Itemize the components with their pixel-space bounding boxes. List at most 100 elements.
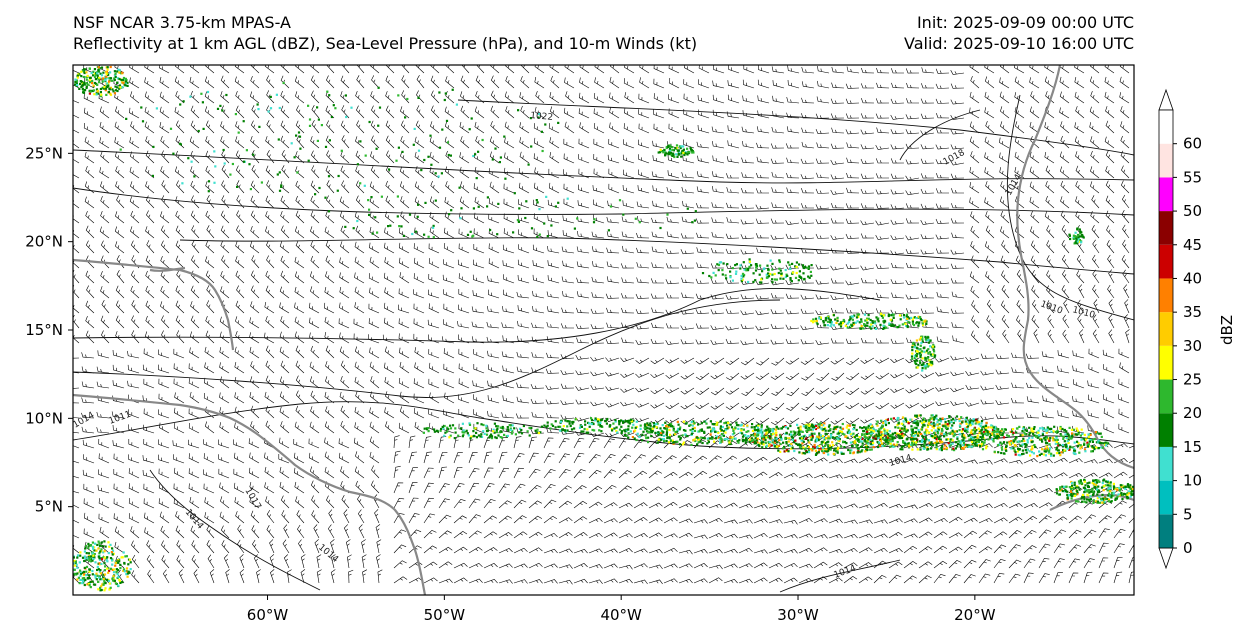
reflectivity-cell: [828, 437, 831, 440]
reflectivity-cell: [1000, 433, 1003, 436]
reflectivity-cell: [845, 426, 848, 429]
wind-barb: [890, 173, 905, 179]
wind-barb: [1121, 194, 1130, 209]
reflectivity-cell: [665, 439, 668, 442]
wind-barb: [457, 259, 470, 269]
wind-barb: [326, 120, 335, 134]
reflectivity-cell: [973, 419, 976, 422]
wind-barb: [205, 181, 215, 194]
wind-barb: [239, 554, 245, 569]
wind-barb: [579, 65, 590, 74]
wind-barb: [84, 196, 95, 209]
reflectivity-cell: [971, 420, 974, 423]
reflectivity-cell: [482, 423, 485, 427]
reflectivity-cell: [425, 427, 428, 430]
wind-barb: [297, 524, 305, 539]
wind-barb: [413, 289, 425, 299]
reflectivity-cell: [667, 441, 671, 444]
wind-barb: [528, 484, 542, 494]
reflectivity-cell: [983, 430, 986, 434]
reflectivity-cell: [858, 451, 861, 454]
reflectivity-cell: [805, 437, 808, 440]
wind-barb: [339, 391, 350, 404]
reflectivity-cell: [1009, 430, 1012, 433]
reflectivity-cell: [760, 428, 763, 431]
wind-barb: [190, 120, 200, 134]
wind-barb: [712, 155, 725, 164]
reflectivity-cell: [1037, 431, 1040, 434]
wind-barb: [371, 105, 380, 119]
wind-barb: [533, 228, 545, 239]
reflectivity-cell: [932, 423, 935, 426]
wind-barb: [221, 180, 230, 194]
reflectivity-cell: [1044, 447, 1047, 450]
reflectivity-cell: [681, 434, 684, 437]
wind-barb: [816, 172, 830, 179]
wind-barb: [1008, 516, 1023, 524]
wind-barb: [430, 121, 440, 134]
wind-barb: [115, 300, 125, 314]
wind-barb: [985, 120, 995, 134]
wind-barb: [723, 455, 737, 464]
reflectivity-cell: [825, 448, 828, 451]
wind-barb: [160, 135, 170, 149]
wind-barb: [369, 347, 380, 359]
wind-barb: [280, 105, 290, 119]
reflectivity-cell: [1130, 490, 1134, 493]
reflectivity-cell: [927, 431, 930, 434]
wind-barb: [175, 315, 185, 329]
wind-barb: [316, 554, 322, 569]
reflectivity-cell: [799, 444, 802, 447]
reflectivity-cell: [1096, 488, 1099, 491]
reflectivity-cell: [918, 431, 921, 434]
wind-barb: [1092, 284, 1100, 299]
reflectivity-cell: [764, 435, 767, 438]
reflectivity-cell: [691, 424, 694, 427]
wind-barb: [1017, 329, 1025, 344]
reflectivity-cell: [757, 423, 760, 426]
wind-barb: [1010, 413, 1025, 419]
reflectivity-cell: [967, 434, 970, 438]
wind-barb: [665, 402, 680, 410]
reflectivity-cell: [727, 421, 730, 425]
wind-barb: [354, 466, 365, 479]
wind-barb: [1128, 528, 1134, 539]
wind-barb: [561, 276, 575, 284]
reflectivity-cell: [881, 434, 884, 437]
wind-barb: [876, 127, 890, 134]
reflectivity-cell: [808, 441, 811, 444]
wind-barb: [398, 227, 410, 239]
wind-barb: [83, 454, 95, 464]
wind-barb: [265, 375, 275, 389]
reflectivity-cell: [489, 434, 492, 437]
wind-barb: [220, 286, 230, 299]
wind-barb: [354, 361, 365, 374]
wind-barb: [85, 165, 95, 179]
wind-barb: [950, 387, 965, 393]
reflectivity-cell: [660, 431, 663, 435]
reflectivity-cell: [934, 433, 937, 436]
wind-barb: [950, 278, 965, 284]
reflectivity-cell: [827, 429, 830, 432]
wind-barb: [543, 515, 558, 524]
wind-barb: [355, 195, 365, 209]
wind-barb: [503, 198, 515, 209]
wind-barb: [520, 105, 530, 119]
wind-barb: [235, 256, 245, 269]
wind-barb: [1038, 558, 1050, 569]
wind-barb: [753, 532, 768, 539]
wind-barb: [438, 546, 453, 554]
wind-barb: [235, 511, 245, 524]
reflectivity-cell: [788, 433, 791, 436]
reflectivity-cell: [1095, 500, 1098, 503]
reflectivity-cell: [1058, 493, 1061, 496]
wind-barb: [978, 559, 991, 569]
reflectivity-cell: [724, 431, 727, 434]
wind-barb: [368, 318, 380, 329]
reflectivity-cell: [501, 436, 504, 439]
wind-barb: [248, 438, 260, 449]
wind-barb: [443, 303, 455, 314]
reflectivity-cell: [684, 429, 687, 432]
reflectivity-cell: [635, 438, 638, 442]
reflectivity-cell: [582, 430, 585, 433]
